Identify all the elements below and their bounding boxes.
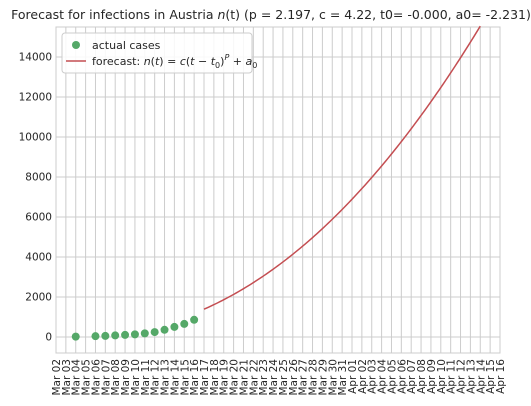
x-tick-label: Mar 26 — [288, 359, 300, 396]
chart-title-arg: (t) — [225, 7, 240, 22]
actual-case-point — [190, 315, 199, 324]
chart-title-prefix: Forecast for infections in Austria — [11, 7, 217, 22]
x-tick-label: Apr 07 — [406, 359, 418, 394]
series-marks — [71, 25, 481, 341]
x-tick-label: Apr 04 — [377, 359, 389, 394]
x-tick-label: Mar 27 — [298, 359, 310, 396]
x-tick-label: Mar 15 — [179, 359, 191, 396]
x-tick-label: Mar 03 — [61, 359, 73, 396]
plot-border — [55, 26, 501, 354]
x-tick-label: Apr 14 — [475, 359, 487, 394]
actual-case-point — [130, 330, 139, 339]
legend-forecast-formula: n — [144, 55, 151, 68]
y-tick-label: 6000 — [25, 212, 52, 224]
actual-case-point — [121, 330, 130, 339]
y-tick-label: 12000 — [19, 92, 52, 104]
x-tick-label: Mar 16 — [189, 359, 201, 396]
x-tick-label: Mar 08 — [110, 359, 122, 396]
actual-case-point — [71, 332, 80, 341]
x-tick-label: Mar 06 — [90, 359, 102, 396]
x-tick-label: Apr 09 — [426, 359, 438, 394]
actual-case-point — [150, 328, 159, 337]
legend-marker-actual — [72, 41, 80, 49]
x-tick-label: Mar 30 — [327, 359, 339, 396]
x-tick-label: Apr 13 — [465, 359, 477, 394]
x-tick-label: Mar 31 — [337, 359, 349, 396]
actual-case-point — [140, 329, 149, 338]
x-tick-label: Mar 14 — [169, 359, 181, 396]
plot-area — [56, 27, 500, 353]
x-tick-label: Mar 07 — [100, 359, 112, 396]
legend-forecast-prefix: forecast: — [92, 55, 144, 68]
actual-case-point — [180, 319, 189, 328]
x-tick-label: Mar 18 — [209, 359, 221, 396]
x-tick-label: Apr 11 — [446, 359, 458, 394]
x-tick-label: Mar 11 — [140, 359, 152, 396]
actual-case-point — [91, 332, 100, 341]
x-tick-label: Mar 13 — [160, 359, 172, 396]
y-tick-label: 8000 — [25, 172, 52, 184]
x-tick-label: Apr 08 — [416, 359, 428, 394]
x-tick-label: Mar 10 — [130, 359, 142, 396]
x-tick-label: Mar 23 — [258, 359, 270, 396]
x-tick-label: Mar 29 — [317, 359, 329, 396]
x-tick-label: Apr 12 — [456, 359, 468, 394]
actual-case-point — [111, 331, 120, 340]
x-tick-label: Apr 10 — [436, 359, 448, 394]
x-tick-label: Apr 02 — [357, 359, 369, 394]
x-tick-label: Mar 24 — [268, 359, 280, 396]
y-tick-label: 4000 — [25, 252, 52, 264]
x-tick-label: Apr 15 — [485, 359, 497, 394]
y-tick-label: 0 — [45, 332, 52, 344]
chart-title: Forecast for infections in Austria n(t) … — [11, 7, 531, 22]
legend-label-actual: actual cases — [92, 39, 161, 52]
actual-case-point — [170, 322, 179, 331]
x-tick-label: Mar 04 — [71, 359, 83, 396]
x-tick-label: Apr 06 — [396, 359, 408, 394]
y-tick-label: 2000 — [25, 292, 52, 304]
y-axis: 0 2000 4000 6000 8000 10000 12000 14000 — [19, 52, 52, 344]
x-tick-label: Mar 20 — [229, 359, 241, 396]
x-tick-label: Apr 03 — [367, 359, 379, 394]
x-tick-label: Mar 05 — [81, 359, 93, 396]
x-tick-label: Apr 16 — [495, 359, 507, 394]
chart-title-params: (p = 2.197, c = 4.22, t0= -0.000, a0= -2… — [240, 7, 531, 22]
y-tick-label: 10000 — [19, 132, 52, 144]
x-tick-label: Mar 09 — [120, 359, 132, 396]
y-tick-label: 14000 — [19, 52, 52, 64]
x-tick-label: Mar 19 — [219, 359, 231, 396]
grid — [55, 27, 501, 353]
actual-case-point — [160, 325, 169, 334]
x-tick-label: Apr 05 — [386, 359, 398, 394]
x-tick-label: Mar 02 — [51, 359, 63, 396]
x-tick-label: Mar 12 — [150, 359, 162, 396]
legend-label-forecast: forecast: n(t) = c(t − t0)P + a0 — [92, 53, 257, 70]
x-tick-label: Mar 22 — [248, 359, 260, 396]
x-tick-label: Mar 25 — [278, 359, 290, 396]
legend: actual cases forecast: n(t) = c(t − t0)P… — [61, 32, 257, 74]
x-tick-label: Apr 01 — [347, 359, 359, 394]
forecast-line — [203, 25, 481, 310]
x-tick-label: Mar 21 — [238, 359, 250, 396]
x-tick-label: Mar 28 — [308, 359, 320, 396]
actual-case-point — [101, 331, 110, 340]
legend-box — [61, 32, 253, 74]
chart-title-func: n — [217, 7, 225, 22]
x-tick-label: Mar 17 — [199, 359, 211, 396]
